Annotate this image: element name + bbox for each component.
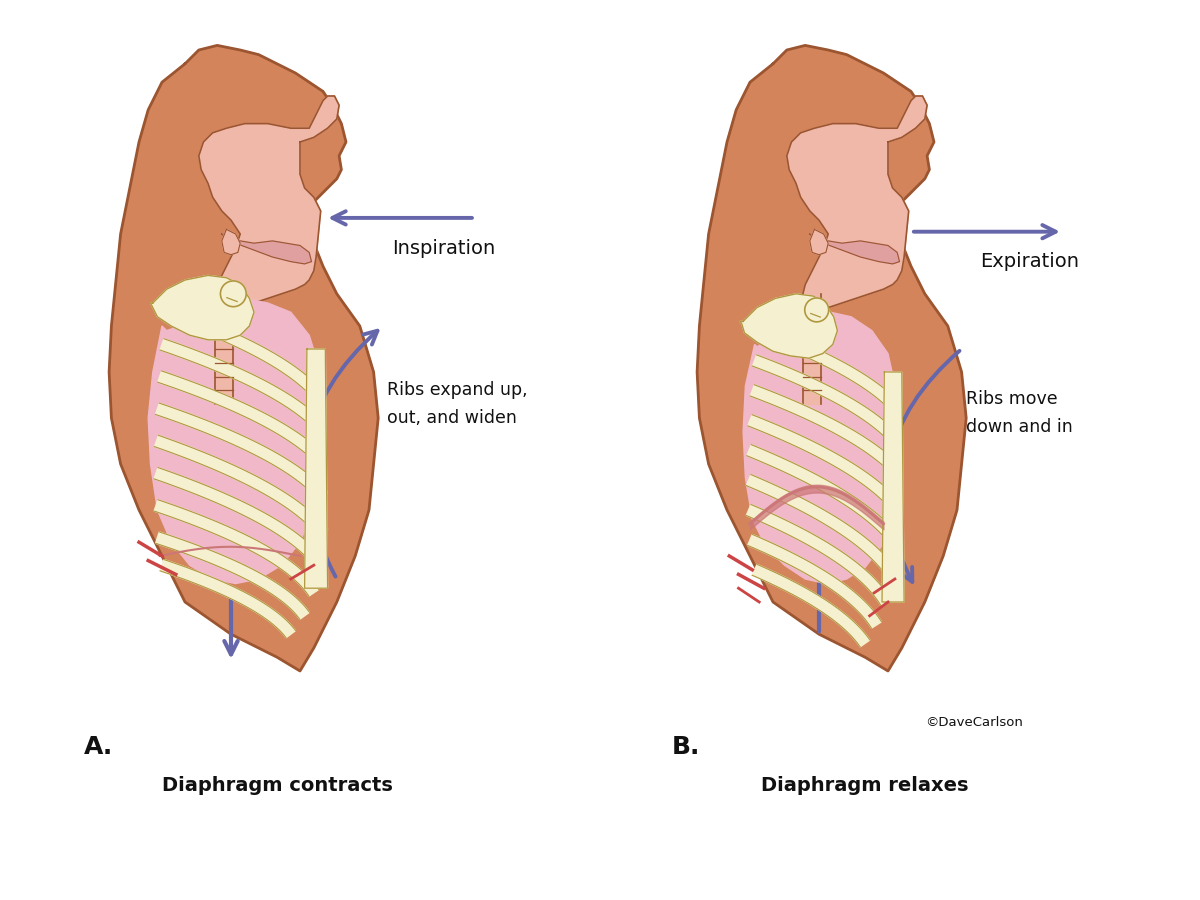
Text: Diaphragm contracts: Diaphragm contracts (162, 776, 392, 796)
Polygon shape (787, 96, 928, 312)
Circle shape (221, 281, 246, 307)
Text: ©DaveCarlson: ©DaveCarlson (925, 716, 1022, 729)
Polygon shape (743, 312, 901, 583)
Polygon shape (150, 275, 254, 340)
Polygon shape (199, 96, 340, 312)
Text: Expiration: Expiration (980, 252, 1079, 272)
Polygon shape (222, 234, 312, 264)
Polygon shape (748, 415, 901, 511)
Polygon shape (164, 307, 313, 391)
Polygon shape (746, 474, 898, 578)
Polygon shape (160, 338, 320, 427)
Circle shape (805, 298, 829, 322)
Polygon shape (215, 293, 233, 404)
Polygon shape (109, 45, 378, 671)
Polygon shape (740, 293, 838, 358)
Polygon shape (810, 230, 828, 255)
Text: B.: B. (672, 734, 700, 759)
Polygon shape (697, 45, 966, 671)
Polygon shape (154, 500, 319, 596)
Polygon shape (746, 445, 901, 545)
Polygon shape (149, 299, 325, 583)
Polygon shape (222, 230, 240, 255)
Polygon shape (746, 505, 890, 605)
Polygon shape (750, 385, 901, 475)
Polygon shape (755, 325, 892, 404)
Polygon shape (810, 234, 900, 264)
Text: A.: A. (84, 734, 113, 759)
Text: down and in: down and in (966, 418, 1073, 436)
Polygon shape (156, 532, 310, 619)
Polygon shape (155, 436, 328, 536)
Polygon shape (160, 560, 295, 638)
Polygon shape (154, 468, 325, 569)
Polygon shape (305, 349, 328, 589)
Polygon shape (803, 293, 821, 404)
Polygon shape (752, 355, 896, 441)
Text: Ribs expand up,: Ribs expand up, (388, 381, 528, 399)
Polygon shape (752, 564, 870, 647)
Polygon shape (882, 372, 904, 602)
Polygon shape (157, 371, 325, 464)
Text: Ribs move: Ribs move (966, 391, 1058, 409)
Text: Inspiration: Inspiration (392, 238, 496, 257)
Text: Diaphragm relaxes: Diaphragm relaxes (761, 776, 968, 796)
Polygon shape (156, 403, 328, 500)
Polygon shape (748, 535, 882, 628)
Text: out, and widen: out, and widen (388, 409, 517, 427)
